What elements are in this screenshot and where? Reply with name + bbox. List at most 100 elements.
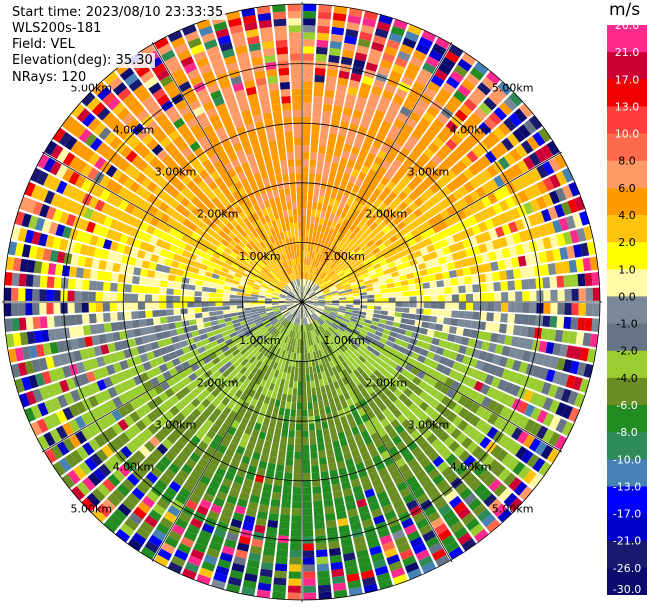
velocity-gate: [366, 442, 376, 452]
velocity-gate: [466, 441, 479, 454]
velocity-gate: [293, 352, 297, 361]
velocity-gate: [410, 366, 420, 376]
velocity-gate: [367, 294, 375, 299]
velocity-gate: [295, 324, 299, 332]
velocity-gate: [291, 402, 297, 410]
velocity-gate: [302, 303, 305, 311]
velocity-gate: [284, 216, 290, 225]
velocity-gate: [319, 188, 326, 197]
velocity-gate: [323, 291, 331, 295]
velocity-gate: [32, 274, 41, 288]
velocity-gate: [278, 67, 290, 76]
velocity-gate: [332, 276, 340, 282]
velocity-gate: [337, 355, 345, 363]
velocity-gate: [267, 312, 275, 318]
velocity-gate: [292, 494, 302, 502]
velocity-gate: [257, 299, 265, 302]
velocity-gate: [405, 475, 418, 487]
velocity-gate: [57, 196, 68, 210]
velocity-gate: [276, 549, 288, 558]
velocity-gate: [303, 303, 309, 309]
velocity-gate: [398, 236, 408, 245]
velocity-gate: [75, 325, 85, 337]
velocity-gate: [290, 529, 302, 537]
velocity-gate: [285, 138, 294, 146]
velocity-gate: [365, 283, 373, 289]
velocity-gate: [432, 224, 442, 234]
velocity-gate: [309, 307, 315, 313]
velocity-gate: [450, 133, 463, 146]
velocity-gate: [158, 391, 169, 403]
velocity-gate: [289, 550, 302, 558]
velocity-gate: [508, 347, 518, 359]
velocity-gate: [250, 413, 258, 423]
velocity-gate: [278, 210, 284, 219]
velocity-gate: [432, 118, 445, 131]
velocity-gate: [279, 297, 287, 300]
velocity-gate: [314, 328, 319, 336]
velocity-gate: [315, 542, 328, 551]
velocity-gate: [218, 230, 227, 239]
velocity-gate: [212, 407, 222, 418]
velocity-gate: [303, 32, 316, 40]
velocity-gate: [310, 299, 319, 302]
velocity-gate: [92, 468, 107, 482]
velocity-gate: [473, 464, 487, 478]
velocity-gate: [32, 201, 44, 216]
velocity-gate: [168, 227, 178, 237]
velocity-gate: [403, 206, 413, 217]
velocity-gate: [429, 206, 440, 216]
velocity-gate: [321, 174, 329, 183]
velocity-gate: [362, 112, 373, 123]
velocity-gate: [450, 318, 459, 326]
velocity-gate: [322, 428, 330, 437]
velocity-gate: [293, 302, 301, 304]
velocity-gate: [224, 432, 234, 442]
velocity-gate: [96, 213, 107, 225]
velocity-gate: [365, 532, 378, 542]
velocity-gate: [316, 159, 324, 168]
velocity-gate: [543, 302, 551, 315]
velocity-gate: [131, 532, 147, 546]
velocity-gate: [348, 206, 356, 215]
velocity-gate: [294, 265, 298, 273]
velocity-gate: [350, 253, 359, 261]
velocity-gate: [312, 284, 318, 290]
velocity-gate: [81, 497, 96, 512]
velocity-gate: [457, 197, 469, 209]
velocity-gate: [331, 274, 338, 280]
velocity-gate: [368, 328, 377, 335]
velocity-gate: [522, 291, 530, 302]
velocity-gate: [310, 304, 318, 308]
velocity-gate: [293, 302, 301, 306]
velocity-gate: [148, 388, 159, 399]
velocity-gate: [390, 567, 406, 579]
velocity-gate: [264, 214, 271, 223]
velocity-gate: [346, 413, 354, 423]
velocity-gate: [63, 392, 75, 406]
velocity-gate: [503, 438, 516, 452]
velocity-gate: [166, 433, 178, 445]
velocity-gate: [322, 332, 328, 340]
velocity-gate: [380, 473, 392, 484]
velocity-gate: [322, 323, 329, 330]
velocity-gate: [208, 541, 223, 552]
velocity-gate: [342, 281, 350, 286]
velocity-gate: [395, 135, 407, 147]
velocity-gate: [260, 269, 268, 276]
velocity-gate: [220, 357, 230, 366]
velocity-gate: [571, 288, 579, 301]
velocity-gate: [388, 201, 398, 211]
velocity-gate: [353, 432, 363, 442]
velocity-gate: [332, 322, 340, 328]
velocity-gate: [302, 137, 310, 146]
velocity-gate: [172, 220, 182, 231]
velocity-gate: [503, 472, 517, 487]
velocity-gate: [442, 366, 452, 376]
velocity-gate: [218, 365, 227, 374]
velocity-gate: [145, 318, 154, 326]
velocity-gate: [224, 122, 235, 133]
velocity-gate: [291, 508, 302, 516]
velocity-gate: [292, 338, 297, 346]
velocity-gate: [518, 230, 529, 243]
